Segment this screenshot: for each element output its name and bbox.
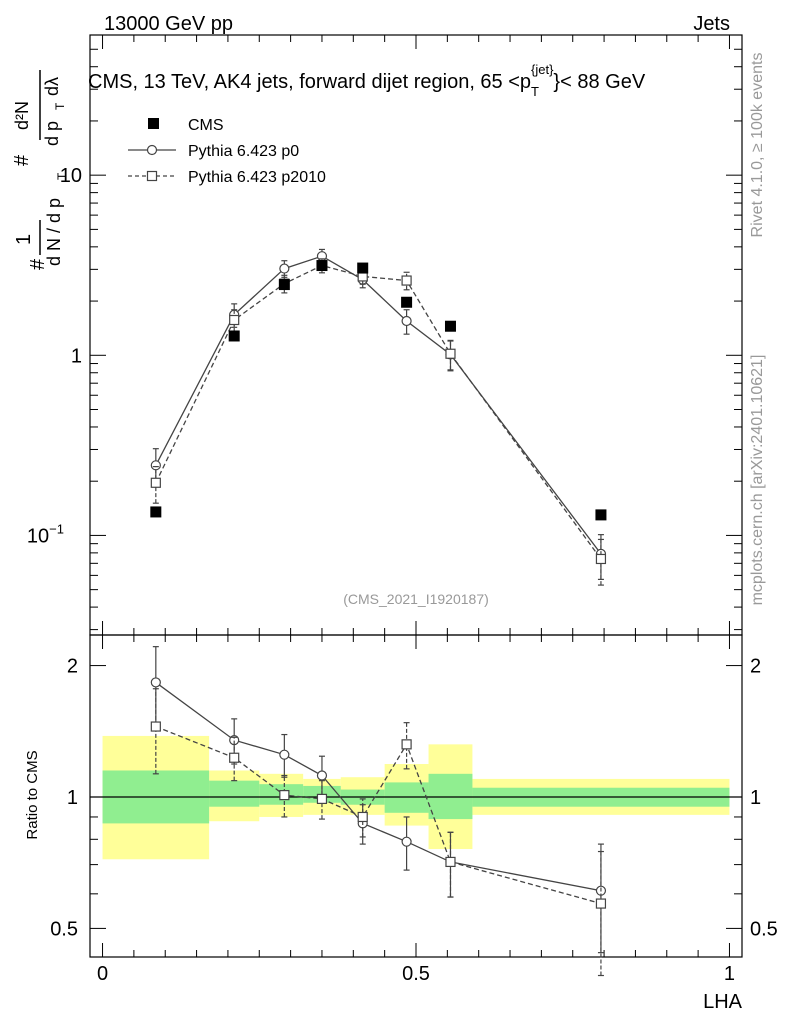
cms-point bbox=[595, 509, 607, 521]
x-tick-label: 0.5 bbox=[402, 963, 430, 985]
analysis-id: (CMS_2021_I1920187) bbox=[343, 591, 489, 607]
ylabel-dlambda: dλ bbox=[42, 77, 62, 96]
ratio-panel: 0 0.5 1 2 2 1 1 0.5 0.5 Ratio to CMS LHA bbox=[24, 634, 778, 1013]
p2010-point bbox=[445, 348, 456, 359]
y-tick-label: 1 bbox=[71, 345, 82, 367]
title-sub: T bbox=[531, 84, 539, 99]
ratio-data bbox=[150, 646, 607, 977]
ylabel-d2n: d²N bbox=[12, 101, 32, 130]
legend-p2010-marker bbox=[146, 170, 158, 182]
main-data bbox=[150, 248, 607, 586]
ylabel-t-1: T bbox=[55, 172, 69, 180]
main-axes: 10 1 10−1 bbox=[27, 34, 743, 636]
ratio-y-tick-label-right: 0.5 bbox=[750, 918, 778, 940]
cms-point bbox=[150, 506, 162, 518]
p0-point bbox=[279, 749, 290, 760]
main-panel: 10 1 10−1 CMS, 13 TeV, AK4 jets, forward d… bbox=[27, 34, 743, 636]
p2010-point bbox=[401, 275, 412, 286]
p2010-point bbox=[595, 898, 607, 909]
ylabel-hash-2: # bbox=[11, 154, 33, 166]
rivet-label: Rivet 4.1.0, ≥ 100k events bbox=[749, 53, 766, 238]
p2010-point bbox=[445, 856, 456, 868]
y-tick-label: 10 bbox=[60, 165, 82, 187]
ylabel-hash-1: # bbox=[27, 258, 49, 270]
p0-line bbox=[155, 255, 602, 555]
p2010-point bbox=[150, 477, 161, 488]
ratio-y-tick-label-right: 2 bbox=[750, 656, 761, 678]
cms-point bbox=[228, 330, 240, 342]
green-band bbox=[209, 780, 260, 807]
p2010-line bbox=[155, 264, 602, 560]
p0-line bbox=[155, 681, 602, 892]
p2010-point bbox=[357, 811, 368, 823]
xlabel: LHA bbox=[703, 991, 743, 1013]
legend-p2010-label: Pythia 6.423 p2010 bbox=[188, 169, 326, 186]
p0-point bbox=[316, 770, 328, 781]
x-tick-label: 0 bbox=[97, 963, 108, 985]
x-tick-label: 1 bbox=[724, 963, 735, 985]
ylabel-dpt: d p bbox=[42, 121, 62, 146]
y-tick-label: 10−1 bbox=[27, 521, 64, 547]
p0-point bbox=[401, 315, 412, 327]
cms-point bbox=[401, 296, 413, 308]
p2010-point bbox=[316, 793, 328, 804]
p2010-point bbox=[150, 721, 161, 732]
ylabel-t-2: T bbox=[53, 102, 67, 110]
y-tick-label-sup: −1 bbox=[49, 521, 64, 536]
ratio-y-tick-label: 2 bbox=[67, 656, 78, 678]
legend-p0-label: Pythia 6.423 p0 bbox=[188, 143, 299, 160]
ratio-y-tick-label: 1 bbox=[67, 787, 78, 809]
ratio-axes: 0 0.5 1 2 2 1 1 0.5 0.5 bbox=[50, 634, 778, 985]
p2010-line bbox=[155, 725, 602, 905]
legend: CMS Pythia 6.423 p0 Pythia 6.423 p2010 bbox=[128, 117, 326, 186]
p2010-point bbox=[229, 314, 240, 326]
main-ylabel: # 1 d N / d p T # d²N d p T dλ bbox=[11, 70, 69, 270]
header-left: 13000 GeV pp bbox=[104, 13, 233, 35]
title-pre: CMS, 13 TeV, AK4 jets, forward dijet reg… bbox=[88, 71, 531, 93]
cms-point bbox=[357, 262, 369, 274]
p0-point bbox=[150, 677, 161, 688]
mcplots-label: mcplots.cern.ch [arXiv:2401.10621] bbox=[749, 355, 766, 606]
cms-point bbox=[316, 260, 328, 272]
title-post: }< 88 GeV bbox=[553, 71, 645, 93]
legend-p0-marker bbox=[146, 144, 158, 156]
ylabel-one: 1 bbox=[13, 234, 35, 245]
p0-point bbox=[279, 263, 290, 274]
ylabel-dn-dpt: d N / d p bbox=[44, 198, 64, 266]
legend-cms-label: CMS bbox=[188, 117, 224, 134]
p2010-point bbox=[595, 553, 607, 565]
ratio-y-tick-label-right: 1 bbox=[750, 787, 761, 809]
p0-point bbox=[150, 460, 161, 471]
p2010-point bbox=[401, 739, 412, 750]
cms-point bbox=[444, 320, 456, 332]
header-right: Jets bbox=[693, 13, 730, 35]
ratio-ylabel: Ratio to CMS bbox=[24, 750, 41, 839]
p0-point bbox=[401, 836, 412, 847]
cms-point bbox=[278, 279, 290, 291]
p2010-point bbox=[279, 790, 290, 801]
legend-cms-marker bbox=[148, 118, 159, 129]
ratio-y-tick-label: 0.5 bbox=[50, 918, 78, 940]
p2010-point bbox=[229, 752, 240, 763]
title-sup: {jet} bbox=[531, 62, 554, 77]
chart-title: CMS, 13 TeV, AK4 jets, forward dijet reg… bbox=[88, 62, 646, 99]
